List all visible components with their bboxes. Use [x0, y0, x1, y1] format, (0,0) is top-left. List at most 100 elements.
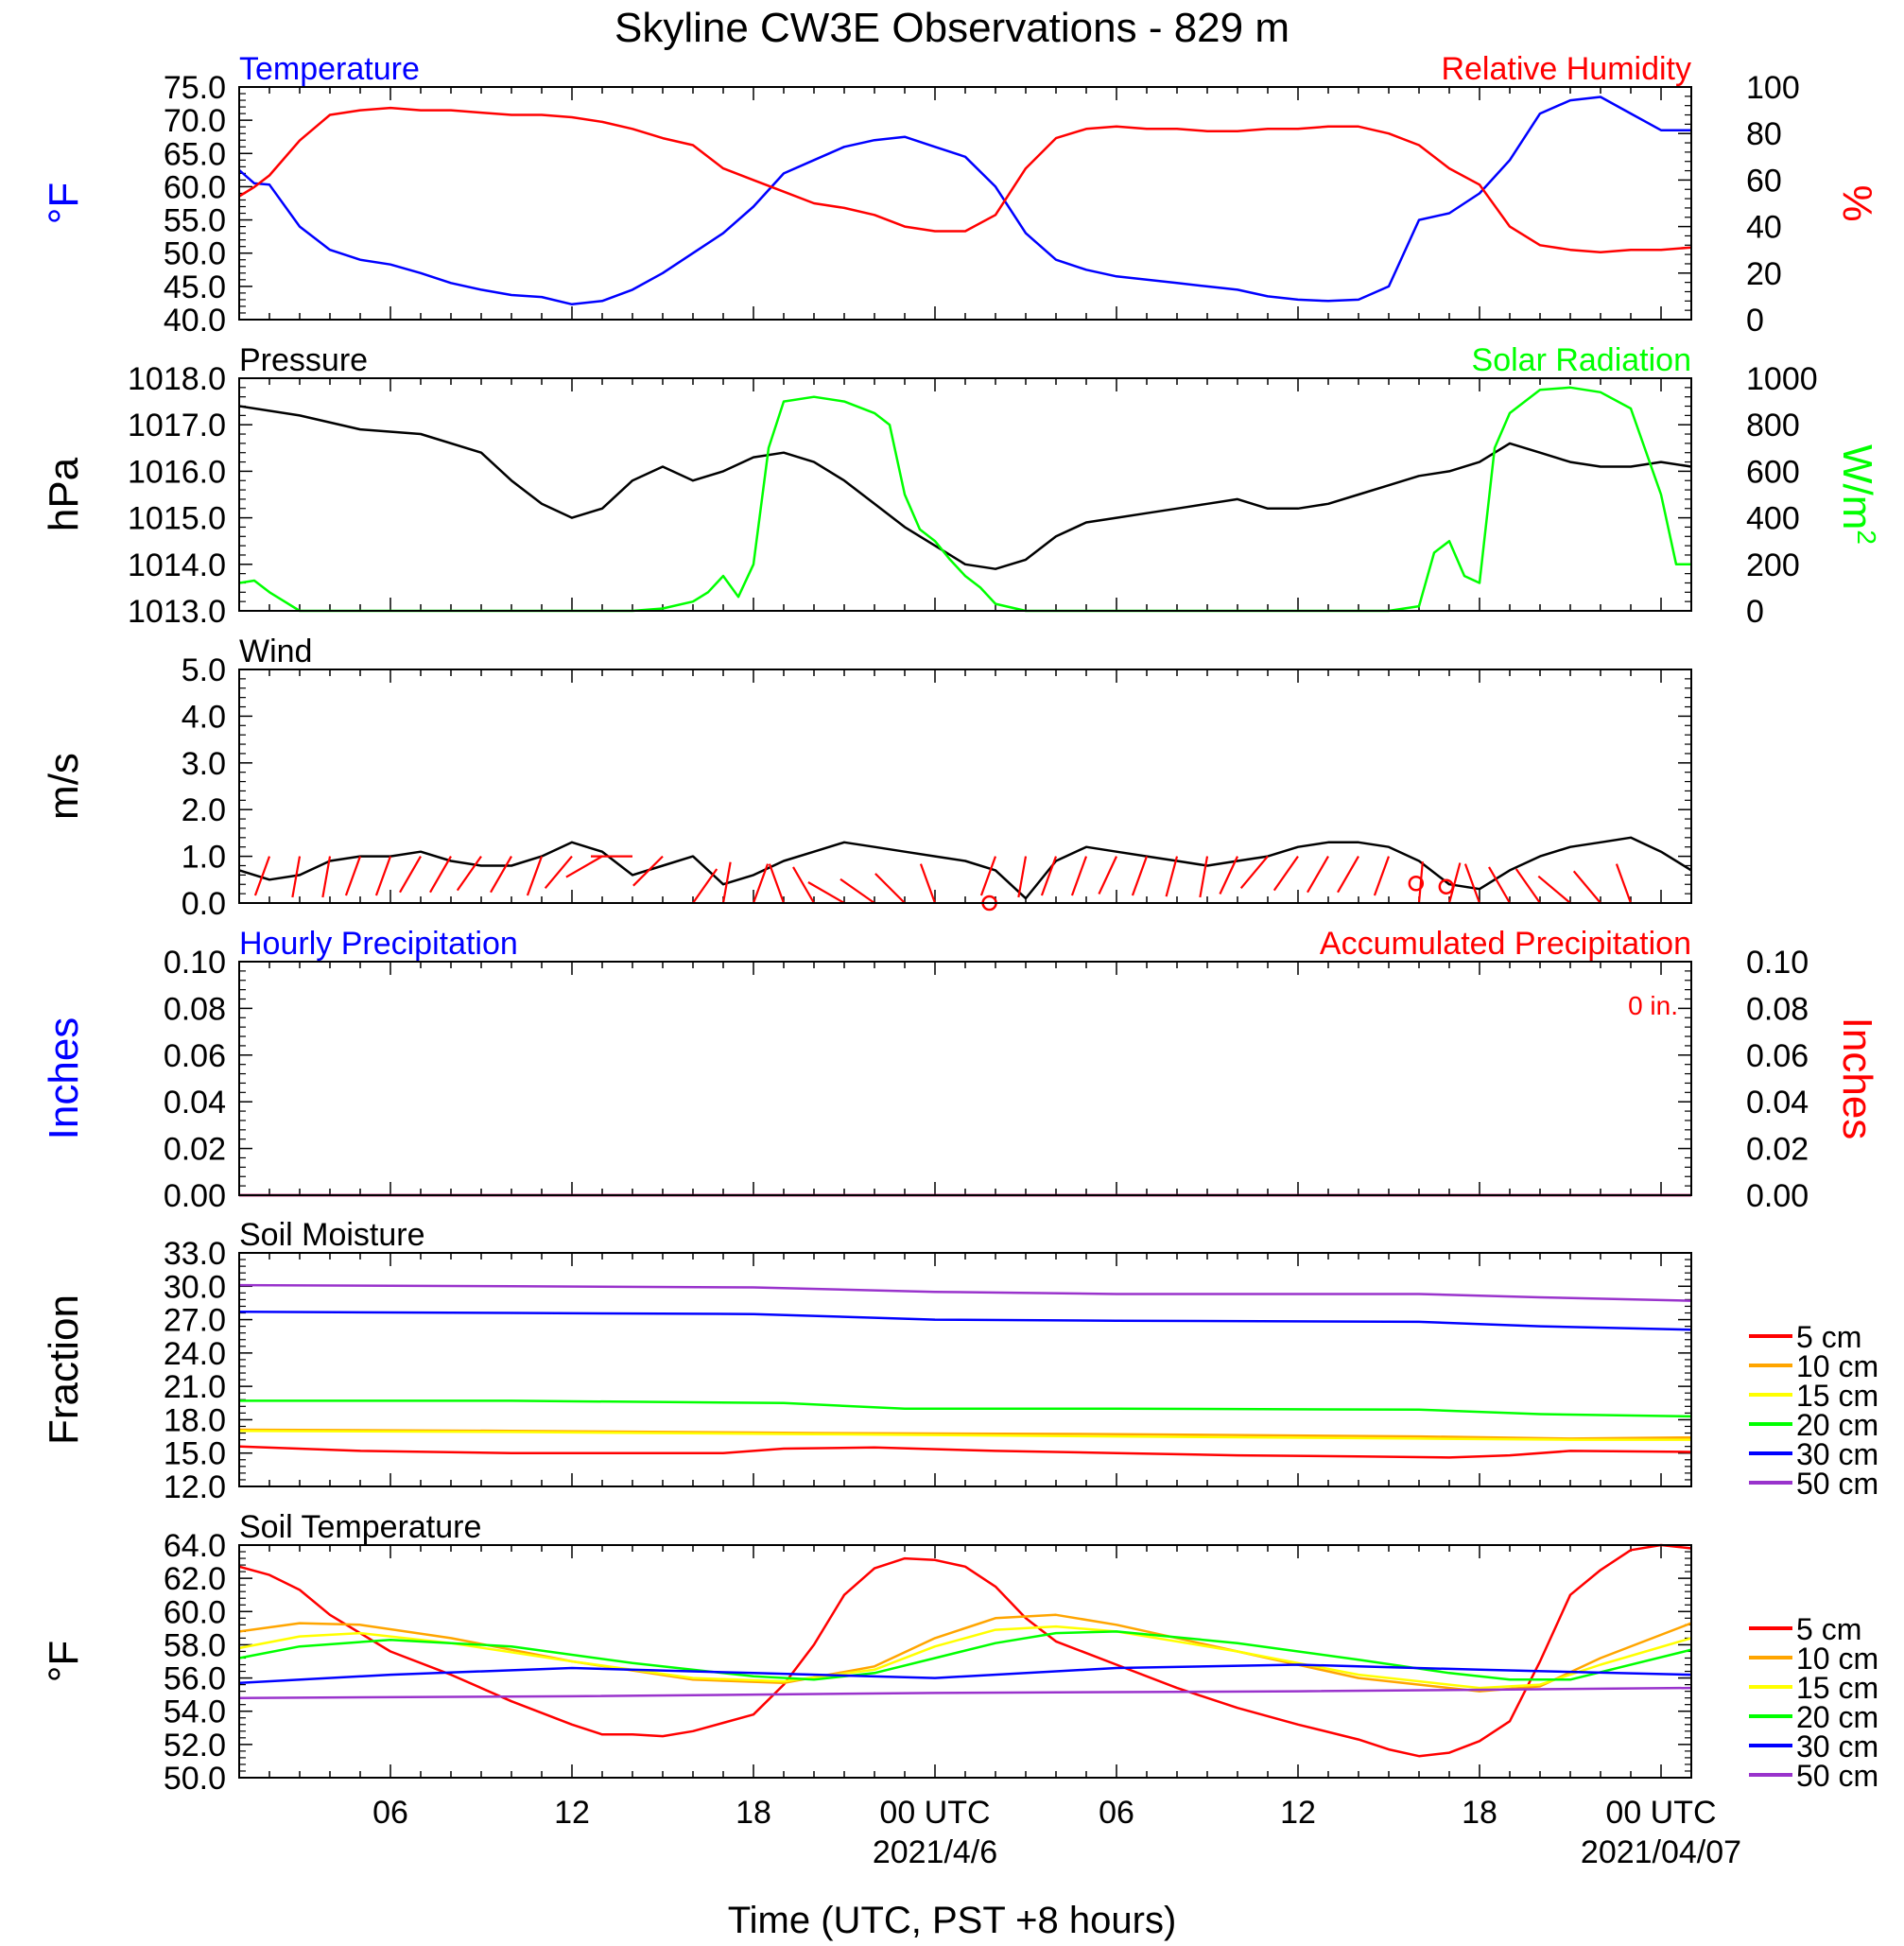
y-tick-label: 70.0: [164, 103, 226, 139]
y-tick-label-right: 0.06: [1746, 1038, 1809, 1074]
panel-left-title: Temperature: [239, 51, 420, 87]
y-tick-label: 40.0: [164, 303, 226, 339]
wind-barb: [1572, 870, 1601, 904]
x-tick-label: 12: [554, 1795, 590, 1831]
panel-frame: [238, 961, 1692, 1196]
panel-frame: [238, 1544, 1692, 1779]
wind-barb: [1488, 866, 1511, 904]
panel-left-title: Soil Temperature: [239, 1509, 481, 1545]
y-tick-label: 62.0: [164, 1561, 226, 1597]
series-line: [238, 405, 1692, 570]
y-tick-label-right: 0: [1746, 303, 1764, 339]
wind-barb: [1239, 855, 1269, 890]
y-tick-label: 24.0: [164, 1336, 226, 1372]
y-tick-label: 75.0: [164, 70, 226, 106]
series-line: [238, 1686, 1692, 1699]
x-tick-label: 00 UTC: [879, 1795, 990, 1831]
wind-barb: [1537, 875, 1571, 904]
legend-label: 10 cm: [1796, 1349, 1878, 1383]
wind-barb: [919, 863, 937, 904]
legend-label: 10 cm: [1796, 1642, 1878, 1676]
panel-left-title: Pressure: [239, 342, 368, 378]
calm-marker: [1408, 876, 1425, 892]
y-tick-label: 1016.0: [128, 454, 226, 490]
y-tick-label: 4.0: [182, 699, 226, 735]
wind-barb: [1017, 856, 1028, 898]
series-line: [238, 1429, 1691, 1441]
y-tick-label-right: 100: [1746, 70, 1800, 106]
panel-left-title: Wind: [239, 634, 312, 669]
y-tick-label: 21.0: [164, 1369, 226, 1405]
wind-barb: [253, 856, 271, 896]
wind-barb: [1098, 856, 1117, 895]
y-tick-label: 15.0: [164, 1436, 226, 1472]
wind-barb: [752, 863, 770, 904]
y-tick-label: 33.0: [164, 1236, 226, 1272]
x-axis-label: Time (UTC, PST +8 hours): [728, 1900, 1177, 1941]
panel-left-title: Hourly Precipitation: [239, 926, 518, 962]
legend-label: 15 cm: [1796, 1671, 1878, 1705]
wind-barb: [1165, 856, 1179, 897]
panel-right-title: Relative Humidity: [1441, 51, 1691, 87]
series-line: [238, 836, 1692, 900]
y-tick-label: 60.0: [164, 169, 226, 205]
y-tick-label: 5.0: [182, 652, 226, 688]
y-tick-label-right: 0: [1746, 594, 1764, 630]
y-tick-label: 55.0: [164, 203, 226, 239]
wind-barb: [1131, 856, 1149, 896]
y-tick-label-right: 0.00: [1746, 1178, 1809, 1214]
wind-barb: [1615, 863, 1633, 904]
y-tick-label-right: 0.10: [1746, 945, 1809, 981]
wind-barb: [291, 856, 302, 898]
panel-right-title: Solar Radiation: [1472, 342, 1691, 378]
y-tick-label: 27.0: [164, 1303, 226, 1339]
wind-barb: [1337, 856, 1359, 894]
series-line: [238, 1445, 1692, 1459]
y-tick-label-right: 200: [1746, 547, 1800, 583]
panel-precip: 0.00 0.02 0.04 0.06 0.08 0.10 0.00 0.02 0.04 0.06…: [41, 926, 1880, 1214]
series-line: [238, 106, 1692, 253]
x-date-label: 2021/4/6: [873, 1834, 997, 1870]
y-tick-label: 65.0: [164, 136, 226, 172]
right-y-axis-label: Inches: [1834, 1017, 1880, 1140]
wind-barb: [632, 855, 664, 887]
series-line: [238, 1283, 1692, 1302]
panel-frame: [238, 86, 1692, 321]
panel-soil-moisture: 12.015.018.021.024.027.030.033.0 Soil Moi…: [41, 1217, 1878, 1505]
legend-label: 50 cm: [1796, 1759, 1878, 1793]
y-tick-label-right: 400: [1746, 501, 1800, 537]
wind-barb: [807, 881, 845, 904]
y-tick-label-right: 0.04: [1746, 1085, 1809, 1121]
wind-barb: [429, 856, 452, 894]
right-y-axis-label: %: [1834, 184, 1880, 221]
wind-barb: [1040, 856, 1058, 896]
panel-right-title: Accumulated Precipitation: [1320, 926, 1691, 962]
wind-barb: [1417, 861, 1424, 904]
y-tick-label: 52.0: [164, 1728, 226, 1764]
y-tick-label-right: 80: [1746, 116, 1782, 152]
wind-barb: [374, 856, 392, 896]
panel-annotation: 0 in.: [1628, 991, 1678, 1020]
wind-barb: [1272, 855, 1299, 892]
y-tick-label: 1013.0: [128, 594, 226, 630]
y-tick-label: 30.0: [164, 1269, 226, 1305]
y-tick-label: 0.0: [182, 886, 226, 922]
y-tick-label-right: 20: [1746, 256, 1782, 292]
x-tick-label: 18: [1462, 1795, 1497, 1831]
panel-soil-temperature: 50.052.054.056.058.060.062.064.0 Soil Tem…: [41, 1509, 1878, 1797]
y-tick-label-right: 0.08: [1746, 991, 1809, 1027]
panels: 40.045.050.055.060.065.070.075.002040608…: [41, 51, 1882, 1870]
x-tick-label: 00 UTC: [1605, 1795, 1716, 1831]
wind-barb: [768, 863, 786, 904]
y-tick-label: 0.08: [164, 991, 226, 1027]
wind-barb: [721, 861, 732, 904]
wind-barb: [692, 868, 718, 904]
series-line: [238, 1625, 1692, 1690]
panel-frame: [238, 377, 1692, 612]
legend-label: 50 cm: [1796, 1467, 1878, 1501]
wind-barb: [839, 877, 875, 904]
y-tick-label: 50.0: [164, 1761, 226, 1797]
y-tick-label: 45.0: [164, 269, 226, 305]
y-tick-label-right: 60: [1746, 163, 1782, 199]
